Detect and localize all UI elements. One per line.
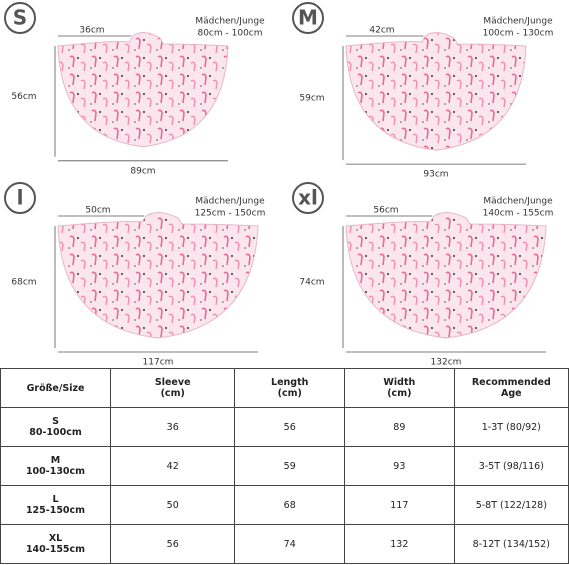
table-cell: 5-8T (122/128): [453, 485, 569, 525]
length-label: 68cm: [11, 278, 36, 288]
poncho: [345, 212, 547, 339]
size-letter: l: [17, 186, 24, 210]
size-badge: [292, 2, 324, 34]
table-cell: 117: [344, 485, 455, 525]
sleeve-label: 56cm: [373, 206, 398, 216]
size-badge: [292, 182, 324, 214]
cell-line: (cm): [277, 388, 302, 399]
poncho: [57, 32, 229, 148]
length-label: 56cm: [11, 92, 36, 102]
cell-line: 140-155cm: [25, 544, 86, 555]
size-panel: S Mädchen/Junge 80cm - 100cm 36cm 56cm 89cm: [4, 2, 265, 176]
table-cell: 8-12T (134/152): [453, 524, 569, 564]
cell-line: S: [52, 416, 59, 427]
size-label: Mädchen/Junge: [195, 17, 265, 27]
size-cell: L 125-150cm: [0, 485, 112, 525]
size-label: 100cm - 130cm: [483, 29, 554, 39]
width-label: 89cm: [130, 166, 155, 176]
table-cell: 1-3T (80/92): [453, 407, 569, 447]
table-cell: 42: [110, 446, 236, 486]
table-cell: 59: [234, 446, 346, 486]
table-cell: 3-5T (98/116): [453, 446, 569, 486]
table-row: M 100-130cm 42 59 93 3-5T (98/116): [0, 446, 569, 486]
size-cell: XL 140-155cm: [0, 524, 112, 564]
cell-line: Age: [501, 388, 522, 399]
width-label: 117cm: [143, 358, 174, 368]
table-cell: 93: [344, 446, 455, 486]
cell-line: Größe/Size: [26, 382, 85, 394]
size-cell: S 80-100cm: [0, 407, 112, 447]
table-row: S 80-100cm 36 56 89 1-3T (80/92): [0, 407, 569, 447]
size-letter: M: [298, 6, 318, 30]
header-cell: Recommended Age: [453, 368, 569, 408]
size-panel: l Mädchen/Junge 125cm - 150cm 50cm 68cm 117cm: [4, 182, 266, 368]
poncho: [57, 212, 259, 339]
width-label: 132cm: [431, 358, 462, 368]
cell-line: Width: [383, 377, 416, 388]
table-cell: 56: [110, 524, 236, 564]
cell-line: 125-150cm: [25, 505, 86, 516]
cell-line: 80-100cm: [29, 427, 82, 438]
width-label: 93cm: [423, 170, 448, 180]
size-letter: xl: [298, 186, 318, 210]
cell-line: (cm): [387, 388, 412, 399]
length-label: 59cm: [299, 94, 324, 104]
table-row: XL 140-155cm 56 74 132 8-12T (134/152): [0, 524, 569, 564]
cell-line: Sleeve: [154, 377, 191, 388]
header-cell: Width (cm): [344, 368, 455, 408]
table-cell: 36: [110, 407, 236, 447]
cell-line: Recommended: [471, 377, 551, 388]
table-cell: 89: [344, 407, 455, 447]
table-cell: 68: [234, 485, 346, 525]
size-badge: [4, 182, 36, 214]
cell-line: L: [52, 494, 59, 505]
size-label: Mädchen/Junge: [195, 197, 265, 207]
cell-line: M: [50, 455, 61, 466]
cell-line: Length: [271, 377, 309, 388]
table-cell: 74: [234, 524, 346, 564]
size-letter: S: [13, 6, 27, 30]
cell-line: XL: [48, 533, 63, 544]
cell-line: 100-130cm: [25, 466, 86, 477]
size-label: Mädchen/Junge: [483, 197, 553, 207]
header-row: Größe/Size Sleeve (cm) Length (cm) Width (cm) R…: [0, 368, 569, 408]
size-badge: [4, 2, 36, 34]
size-cell: M 100-130cm: [0, 446, 112, 486]
size-label: Mädchen/Junge: [483, 17, 553, 27]
size-table: Größe/Size Sleeve (cm) Length (cm) Width (cm) R…: [0, 368, 569, 564]
sleeve-label: 36cm: [79, 26, 104, 36]
size-panel: xl Mädchen/Junge 140cm - 155cm 56cm 74cm 132c…: [292, 182, 554, 368]
sleeve-label: 42cm: [369, 26, 394, 36]
size-panel: M Mädchen/Junge 100cm - 130cm 42cm 59cm 93cm: [292, 2, 554, 180]
length-label: 74cm: [299, 278, 324, 288]
table-row: L 125-150cm 50 68 117 5-8T (122/128): [0, 485, 569, 525]
size-label: 140cm - 155cm: [483, 209, 554, 219]
size-label: 80cm - 100cm: [197, 29, 262, 39]
sleeve-label: 50cm: [85, 206, 110, 216]
header-cell: Sleeve (cm): [110, 368, 236, 408]
size-label: 125cm - 150cm: [195, 209, 266, 219]
table-cell: 56: [234, 407, 346, 447]
table-cell: 132: [344, 524, 455, 564]
cell-line: (cm): [160, 388, 185, 399]
table-cell: 50: [110, 485, 236, 525]
header-cell: Größe/Size: [0, 368, 112, 408]
header-cell: Length (cm): [234, 368, 346, 408]
poncho: [345, 32, 527, 151]
